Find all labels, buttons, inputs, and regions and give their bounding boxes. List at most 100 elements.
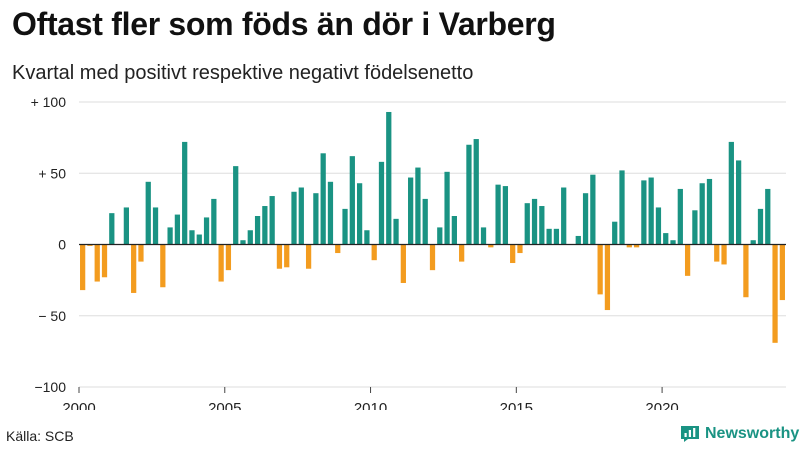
brand-name: Newsworthy	[705, 425, 800, 442]
bar	[677, 188, 683, 245]
bar	[641, 180, 647, 245]
bar	[510, 244, 516, 264]
bar	[473, 139, 479, 245]
bar	[364, 230, 370, 245]
x-tick-label: 2020	[645, 400, 678, 410]
bar	[655, 207, 662, 245]
bar	[561, 187, 567, 245]
bar	[736, 160, 742, 245]
bar	[320, 153, 326, 245]
y-tick-label: + 100	[31, 94, 67, 110]
bar	[342, 208, 348, 245]
bar	[371, 244, 377, 261]
bar	[378, 161, 385, 245]
x-tick-label: 2015	[500, 400, 533, 410]
bar	[240, 240, 246, 245]
bar	[233, 166, 239, 245]
bar	[349, 156, 355, 245]
bar	[211, 198, 217, 245]
bar	[400, 244, 406, 283]
y-tick-label: + 50	[38, 165, 66, 181]
bar	[546, 228, 552, 245]
bar	[706, 178, 713, 245]
bar	[429, 244, 436, 271]
bar-chart: + 100 + 50 0 − 50 −100 2000 2005 2010 2015 2020	[31, 94, 786, 410]
bar	[335, 244, 341, 254]
bar	[305, 244, 312, 269]
bar	[276, 244, 283, 269]
brand-logo[interactable]: Newsworthy	[680, 425, 799, 443]
bar	[597, 244, 603, 295]
chart-title: Oftast fler som föds än dör i Varberg	[12, 6, 556, 42]
gridlines	[79, 101, 786, 388]
bar	[684, 244, 691, 276]
bar	[196, 234, 202, 245]
x-tick-label: 2010	[354, 400, 387, 410]
bar	[750, 240, 756, 245]
bar	[167, 227, 173, 245]
bar	[138, 244, 144, 262]
bar	[480, 227, 487, 245]
bar	[502, 186, 509, 245]
bar	[604, 244, 611, 311]
bar	[444, 171, 450, 245]
bar	[633, 244, 640, 248]
bar	[422, 198, 428, 245]
bar	[663, 233, 669, 245]
newsworthy-logo-icon	[681, 426, 699, 442]
bar	[488, 244, 494, 248]
chart-subtitle: Kvartal med positivt respektive negativt…	[12, 62, 474, 84]
bar	[459, 244, 465, 262]
bar	[408, 177, 414, 245]
bar	[152, 207, 159, 245]
bar	[626, 244, 632, 248]
bar	[619, 170, 625, 245]
bar	[80, 244, 86, 291]
bar	[269, 196, 275, 245]
bar	[356, 183, 363, 245]
bar	[539, 206, 545, 245]
y-tick-label: − 50	[38, 308, 66, 324]
bar	[254, 216, 261, 245]
bar	[386, 111, 392, 245]
bar	[517, 244, 523, 254]
bar	[189, 230, 195, 245]
bar	[182, 141, 188, 245]
bar	[262, 206, 268, 245]
bar	[94, 244, 100, 282]
bar	[648, 177, 654, 245]
bar	[779, 244, 785, 301]
bar	[284, 244, 290, 268]
x-axis: 2000 2005 2010 2015 2020	[62, 243, 786, 410]
bar	[203, 217, 210, 245]
bar	[728, 141, 734, 245]
bar	[743, 244, 749, 298]
source-note: Källa: SCB	[6, 428, 74, 444]
bar	[692, 210, 698, 245]
bar	[218, 244, 224, 282]
bar	[757, 208, 764, 245]
y-axis-labels: + 100 + 50 0 − 50 −100	[31, 94, 67, 395]
bar	[772, 244, 778, 343]
bar	[466, 144, 472, 245]
bar	[393, 218, 399, 245]
bar	[437, 227, 443, 245]
bar	[145, 181, 151, 245]
bar	[670, 240, 676, 245]
bar	[160, 244, 166, 288]
bars	[80, 111, 785, 343]
bar	[495, 184, 501, 245]
bar	[699, 183, 705, 245]
bar	[553, 228, 560, 245]
bar	[765, 188, 771, 245]
bar	[612, 221, 618, 245]
bar	[415, 167, 421, 245]
bar	[714, 244, 720, 262]
bar	[109, 213, 115, 245]
x-tick-label: 2000	[62, 400, 95, 410]
bar	[247, 230, 253, 245]
bar	[131, 244, 137, 293]
bar	[123, 207, 129, 245]
bar	[327, 181, 334, 245]
bar	[225, 244, 232, 271]
